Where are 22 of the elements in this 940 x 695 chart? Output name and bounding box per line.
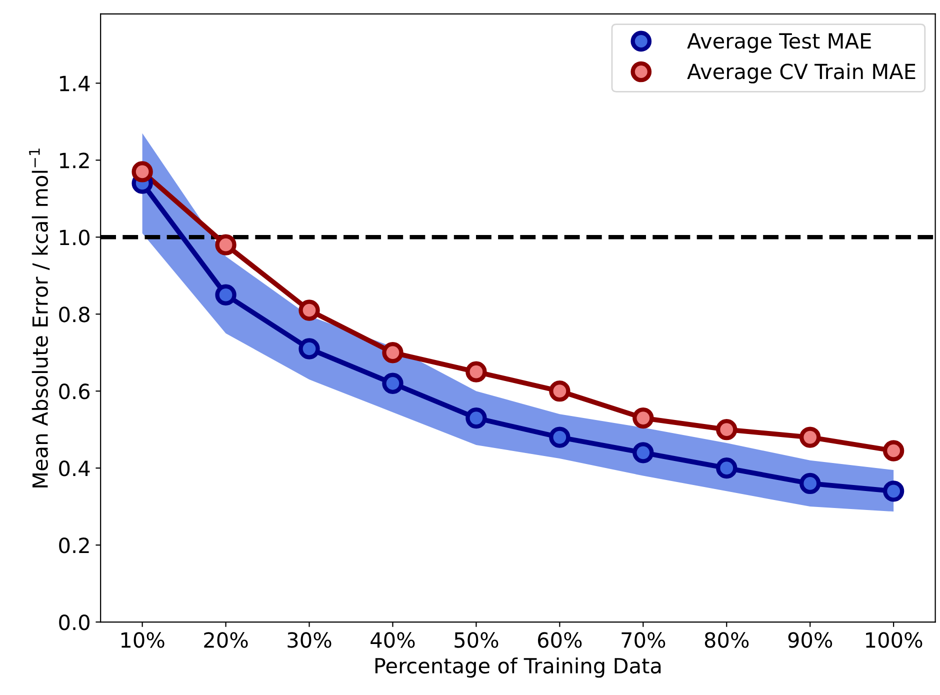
x-tick-label: 10%	[121, 632, 164, 648]
x-tick-label: 100%	[866, 632, 922, 648]
legend-label: Average CV Train MAE	[687, 63, 916, 84]
x-tick-label: 40%	[370, 632, 415, 648]
x-tick-label: 20%	[204, 632, 248, 648]
y-tick-label: 0.8	[59, 306, 90, 322]
x-tick-label: 50%	[454, 632, 498, 648]
x-tick-label: 60%	[538, 632, 582, 648]
y-tick-label: 0.0	[59, 614, 90, 630]
y-tick-label: 1.4	[60, 76, 90, 92]
x-tick-label: 30%	[288, 632, 332, 648]
y-axis-title: Mean Absolute Error / kcal mol$^{−1}$	[29, 148, 50, 488]
x-tick-label: 90%	[788, 632, 832, 648]
y-tick-label: 0.2	[59, 538, 89, 554]
x-axis-title: Percentage of Training Data	[375, 657, 661, 678]
y-tick-label: 0.6	[59, 384, 90, 400]
legend-label: Average Test MAE	[687, 33, 871, 53]
y-tick-label: 1.0	[60, 230, 90, 246]
y-tick-label: 0.4	[59, 460, 90, 476]
x-tick-label: 70%	[622, 632, 666, 648]
x-tick-label: 80%	[704, 632, 749, 648]
y-tick-label: 1.2	[60, 152, 89, 168]
